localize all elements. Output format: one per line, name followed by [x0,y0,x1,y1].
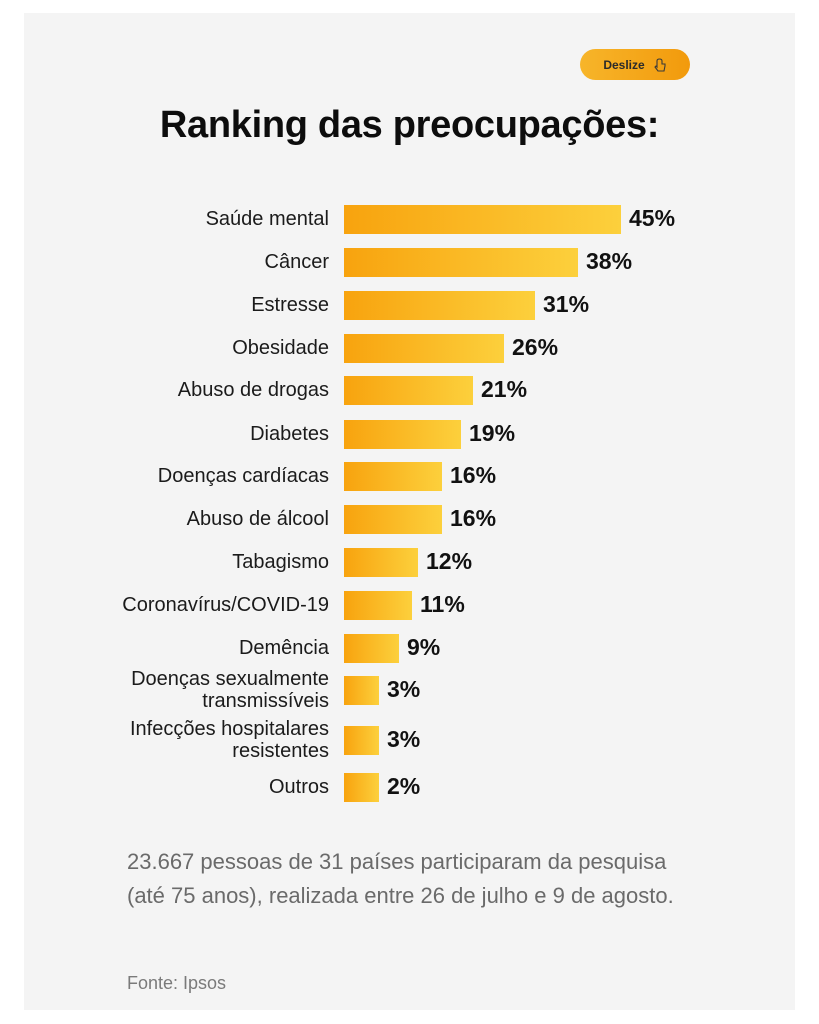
footnote: 23.667 pessoas de 31 países participaram… [127,849,674,908]
category-label: Câncer [264,251,329,273]
category-label: Coronavírus/COVID-19 [122,594,329,616]
category-label: Infecções hospitalares resistentes [129,718,329,762]
value-label: 16% [450,462,497,488]
category-label: Demência [238,637,329,659]
bar-11 [344,634,399,663]
category-label: Outros [268,776,329,798]
value-label: 21% [481,376,528,402]
value-label: 38% [586,248,633,274]
swipe-hand-icon [653,57,666,72]
swipe-button-label: Deslize [603,57,645,72]
category-label: Saúde mental [205,208,329,230]
category-label: Doenças cardíacas [157,465,329,487]
category-label: Abuso de álcool [186,508,329,530]
value-label: 11% [420,591,465,617]
value-label: 19% [469,420,516,446]
value-label: 3% [387,726,421,752]
bar-10 [344,591,412,620]
bar-8 [344,505,442,534]
source-text: Fonte: Ipsos [127,973,227,993]
bar-7 [344,462,442,491]
bar-2 [344,248,578,277]
category-label: Diabetes [250,423,329,445]
swipe-button[interactable]: Deslize [580,49,690,80]
category-label: Obesidade [232,337,329,359]
value-label: 26% [512,334,559,360]
bar-5 [344,376,473,405]
value-label: 3% [387,676,421,702]
bar-6 [344,420,461,449]
category-label: Doenças sexualmente transmissíveis [131,668,329,712]
bar-12 [344,676,379,705]
category-label: Tabagismo [232,551,329,573]
value-label: 2% [387,773,421,799]
bar-9 [344,548,418,577]
value-label: 16% [450,505,497,531]
value-label: 45% [629,205,676,231]
bar-14 [344,773,379,802]
value-label: 31% [543,291,590,317]
bar-1 [344,205,621,234]
bar-3 [344,291,535,320]
bar-4 [344,334,504,363]
value-label: 12% [426,548,473,574]
bar-13 [344,726,379,755]
value-label: 9% [407,634,441,660]
category-label: Abuso de drogas [177,379,329,401]
category-label: Estresse [251,294,329,316]
chart-title: Ranking das preocupações: [159,104,660,146]
